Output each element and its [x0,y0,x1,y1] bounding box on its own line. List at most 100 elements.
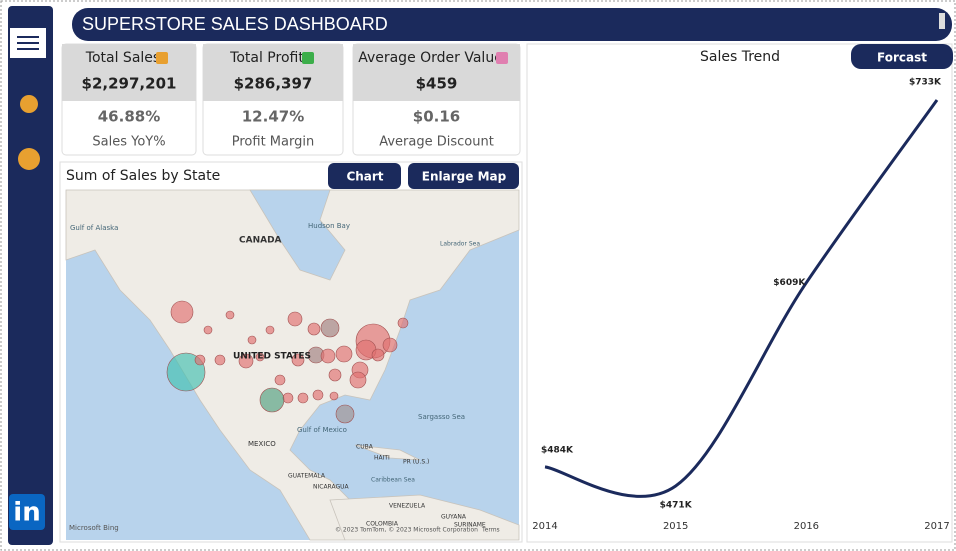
kpi-value: $459 [416,75,458,93]
map-label: Sargasso Sea [418,413,465,421]
map-bubble [335,404,355,424]
map-bubble [287,311,303,327]
kpi-sub-value: $0.16 [413,108,460,126]
map-label: MEXICO [248,440,276,448]
linkedin-logo[interactable] [9,494,45,530]
map-label: Labrador Sea [440,241,480,248]
data-label: $609K [773,278,806,288]
kpi-icon [496,52,508,64]
money-bag-icon[interactable] [20,95,38,113]
map-bubble [203,325,213,335]
kpi-sub-label: Profit Margin [232,135,314,150]
map-labels: Gulf of Alaska CANADA Hudson Bay Labrador S… [70,222,486,529]
map-buttons: Chart Enlarge Map [328,163,519,189]
map-label: CUBA [356,444,374,451]
map-bubbles [166,300,409,424]
map-title: Sum of Sales by State [66,168,220,184]
map-bubble [265,325,275,335]
map-bubble [335,345,353,363]
map-land [65,189,520,541]
map-bubble [320,318,340,338]
map-bubble [397,317,409,329]
map-bubble [259,387,285,413]
kpi-sub-label: Average Discount [379,135,494,150]
map-bubble [194,354,206,366]
map-bubble [214,354,226,366]
filter-icon [17,36,39,50]
map-label: COLOMBIA [366,521,399,528]
kpi-card-top [353,44,520,101]
kpi-card-top [203,44,343,101]
map-label: Hudson Bay [308,222,350,230]
kpi-card-top [62,44,196,101]
kpi-sub-value: 46.88% [98,108,160,126]
map-label: SURINAME [454,522,486,529]
x-tick-label: 2014 [532,521,557,532]
map-bubble [297,392,309,404]
map-bubble [329,391,339,401]
scroll-indicator [939,13,945,29]
chart-button[interactable] [328,163,401,189]
map-attribution: Microsoft Bing [69,524,119,532]
map-label: GUYANA [441,514,467,521]
x-tick-label: 2017 [924,521,949,532]
kpi-value: $286,397 [234,75,313,93]
enlarge-map-button[interactable] [408,163,519,189]
header-bar [72,8,952,41]
map-terms[interactable]: Terms [481,527,500,534]
kpi-sub-label: Sales YoY% [92,135,165,150]
map-bubble [307,322,321,336]
map-bubble [282,392,294,404]
sidebar [8,6,53,545]
button-label: Enlarge Map [422,170,507,184]
kpi-cards: Total Sales $2,297,201 46.88% Sales YoY% Tot… [61,43,521,156]
kpi-label: Total Sales [85,50,160,66]
x-tick-label: 2016 [794,521,819,532]
map-bubble [255,352,265,362]
x-tick-label: 2015 [663,521,688,532]
forecast-button[interactable] [851,44,953,69]
kpi-label: Average Order Value [358,50,503,66]
chart-title: Sales Trend [700,49,780,65]
map-label: CANADA [239,236,282,246]
kpi-icon [156,52,168,64]
map-bubble [349,371,367,389]
map-bubble [247,335,257,345]
map-bubble [371,348,385,362]
map-label: PR (U.S.) [403,459,429,466]
map-bubble [170,300,194,324]
map-label: GUATEMALA [288,473,326,480]
map-bubble [328,368,342,382]
forecast-label: Forcast [877,51,927,65]
trend-panel [526,43,953,543]
button-label: Chart [346,170,383,184]
map-label: HAITI [374,455,390,462]
map-copyright: © 2023 TomTom, © 2023 Microsoft Corporat… [335,527,478,534]
linkedin-text: in [13,498,40,528]
map-bubble [238,353,254,369]
coin-icon[interactable] [18,148,40,170]
map-bubble [320,348,336,364]
map-label: UNITED STATES [233,352,311,362]
map-bubble [274,374,286,386]
map-label: Caribbean Sea [371,477,415,484]
kpi-icon [302,52,314,64]
trend-line [544,99,939,498]
map-label: Gulf of Alaska [70,224,118,232]
kpi-sub-value: 12.47% [242,108,304,126]
map-bubble [291,353,305,367]
map-label: Gulf of Mexico [297,426,347,434]
map-bubble [225,310,235,320]
data-label: $484K [541,445,574,455]
map-bubble [312,389,324,401]
header-title: SUPERSTORE SALES DASHBOARD [82,14,388,34]
data-label: $733K [909,78,942,88]
map-label: NICARAGUA [313,484,350,491]
kpi-value: $2,297,201 [82,75,177,93]
data-label: $471K [660,501,693,511]
map-label: VENEZUELA [389,503,426,510]
kpi-label: Total Profit [229,50,304,66]
